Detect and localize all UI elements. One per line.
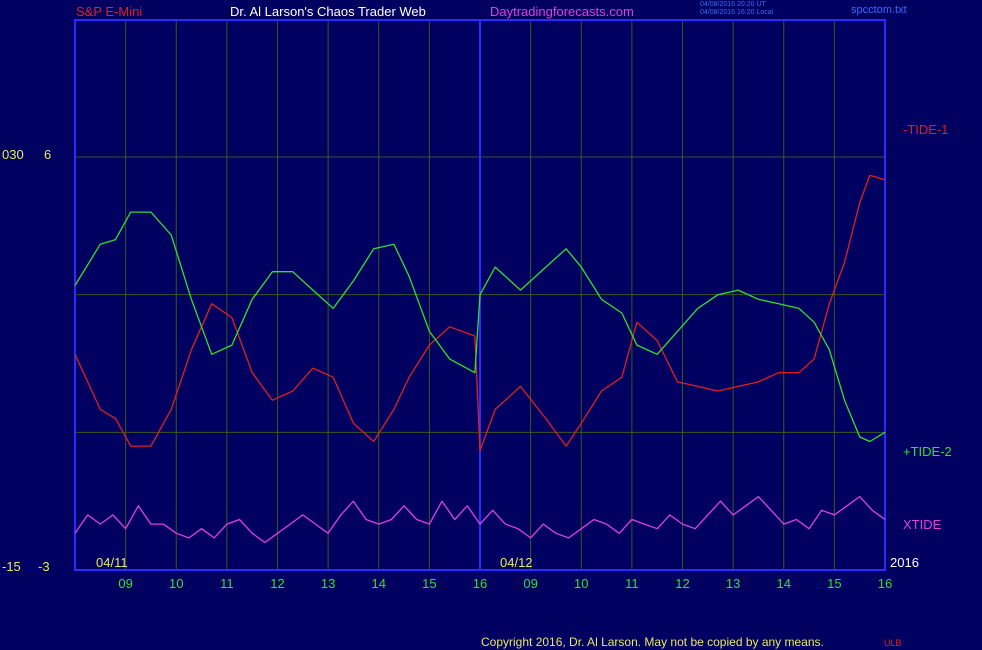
timestamp-local: 04/08/2016 16:20 Local <box>700 9 774 16</box>
x-tick-label: 16 <box>472 576 488 591</box>
x-tick-label: 14 <box>371 576 386 591</box>
x-tick-label: 14 <box>776 576 791 591</box>
left-label-bottom-inner: -3 <box>38 559 50 574</box>
x-tick-label: 15 <box>827 576 842 591</box>
series-line-2 <box>74 211 886 443</box>
date-label-day1: 04/11 <box>96 555 128 570</box>
timestamp-utc: 04/08/2016 20:20 UT <box>700 1 766 8</box>
x-tick-label: 13 <box>725 576 741 591</box>
x-tick-label: 11 <box>625 576 639 591</box>
chart-title: Dr. Al Larson's Chaos Trader Web <box>230 4 426 19</box>
x-tick-label: 12 <box>270 576 285 591</box>
x-tick-label: 10 <box>574 576 589 591</box>
symbol-label: S&P E-Mini <box>76 4 143 19</box>
year-label: 2016 <box>890 555 919 570</box>
x-tick-label: 15 <box>422 576 437 591</box>
x-tick-label: 13 <box>320 576 336 591</box>
site-link[interactable]: Daytradingforecasts.com <box>490 4 634 19</box>
series-line-3 <box>74 495 886 544</box>
legend-tide2: +TIDE-2 <box>903 444 952 459</box>
source-file: spcctom.txt <box>851 4 907 16</box>
x-tick-label: 12 <box>675 576 690 591</box>
x-tick-label: 09 <box>118 576 133 591</box>
footer-mark: ULB <box>884 638 902 648</box>
x-tick-label: 16 <box>877 576 893 591</box>
left-label-top-outer: 030 <box>2 147 24 162</box>
legend-xtide: XTIDE <box>903 517 942 532</box>
x-tick-label: 11 <box>220 576 234 591</box>
series-line-1 <box>74 174 886 452</box>
copyright-text: Copyright 2016, Dr. Al Larson. May not b… <box>481 635 824 649</box>
left-label-bottom-outer: -15 <box>2 559 21 574</box>
legend-tide1: -TIDE-1 <box>903 122 949 137</box>
date-label-day2: 04/12 <box>500 555 533 570</box>
x-tick-label: 09 <box>523 576 538 591</box>
x-tick-label: 10 <box>169 576 184 591</box>
left-label-top-inner: 6 <box>44 147 52 162</box>
